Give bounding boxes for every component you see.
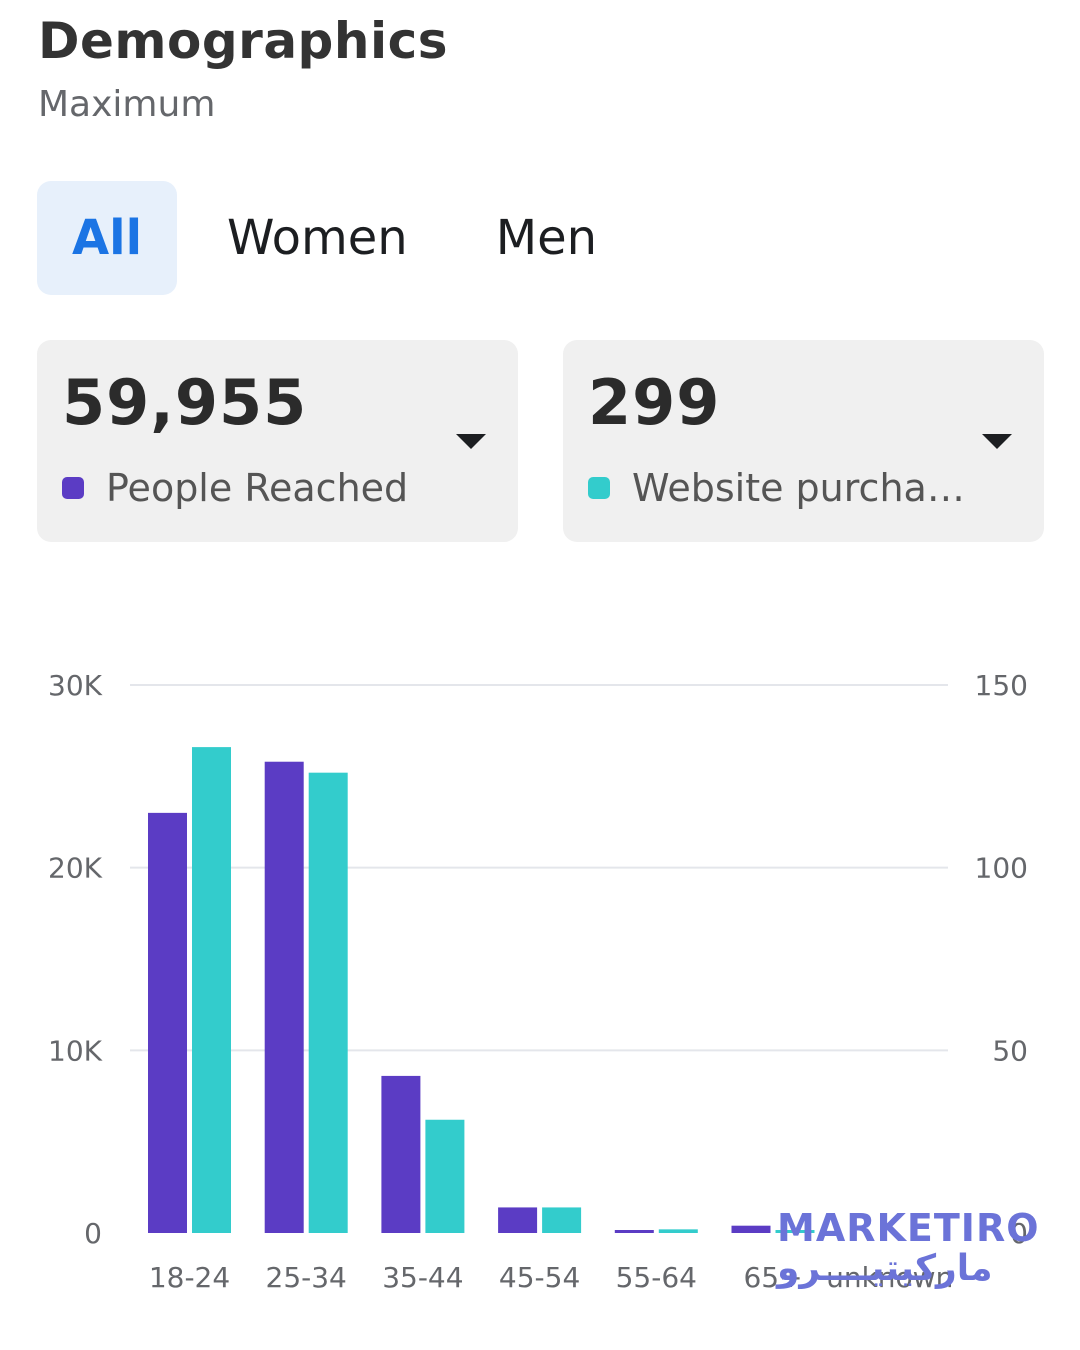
y-right-tick-label: 50 bbox=[992, 1034, 1028, 1067]
legend-swatch bbox=[62, 477, 84, 499]
bar-website-purchases bbox=[775, 1230, 815, 1233]
metric-value: 59,955 bbox=[62, 366, 308, 439]
x-tick-label: unknown bbox=[826, 1261, 953, 1294]
y-right-tick-label: 0 bbox=[1010, 1217, 1028, 1250]
x-tick-label: 45-54 bbox=[499, 1261, 580, 1294]
date-range-label[interactable]: Maximum bbox=[38, 84, 216, 125]
tab-women[interactable]: Women bbox=[227, 210, 408, 266]
page-title: Demographics bbox=[38, 12, 448, 70]
bar-people-reached bbox=[264, 761, 304, 1233]
x-tick-label: 65+ bbox=[743, 1261, 802, 1294]
x-tick-label: 35-44 bbox=[382, 1261, 463, 1294]
metric-card-people-reached[interactable]: 59,955 People Reached bbox=[37, 340, 518, 542]
metric-label: People Reached bbox=[106, 466, 409, 510]
bar-people-reached bbox=[148, 812, 187, 1233]
x-tick-label: 25-34 bbox=[266, 1261, 347, 1294]
y-left-tick-label: 20K bbox=[48, 852, 103, 885]
metric-legend: Website purcha… bbox=[588, 466, 965, 510]
y-left-tick-label: 30K bbox=[48, 669, 103, 702]
bar-website-purchases bbox=[192, 747, 231, 1233]
chevron-down-icon[interactable] bbox=[982, 434, 1012, 449]
bar-people-reached bbox=[381, 1075, 421, 1233]
metric-legend: People Reached bbox=[62, 466, 408, 510]
x-tick-label: 18-24 bbox=[149, 1261, 230, 1294]
metric-value: 299 bbox=[588, 366, 721, 439]
watermark-arabic: ماركيتيــــرو bbox=[777, 1248, 993, 1289]
tab-men[interactable]: Men bbox=[495, 210, 598, 266]
y-right-tick-label: 150 bbox=[975, 669, 1028, 702]
age-bar-chart: 0 0 10K 50 20K 100 30K 150 18-24 25-34 35-44 45-54 5… bbox=[48, 669, 1028, 1294]
bar-people-reached bbox=[614, 1230, 654, 1233]
tab-all[interactable]: All bbox=[37, 181, 177, 295]
metric-label: Website purcha… bbox=[632, 466, 965, 510]
bar-website-purchases bbox=[542, 1207, 582, 1233]
bar-people-reached bbox=[731, 1225, 771, 1233]
metric-card-website-purchases[interactable]: 299 Website purcha… bbox=[563, 340, 1044, 542]
x-tick-label: 55-64 bbox=[616, 1261, 697, 1294]
bar-people-reached bbox=[498, 1207, 538, 1233]
y-right-tick-label: 100 bbox=[975, 852, 1028, 885]
legend-swatch bbox=[588, 477, 610, 499]
watermark-latin: MARKETIRO bbox=[777, 1206, 1040, 1250]
y-left-tick-label: 0 bbox=[84, 1217, 102, 1250]
bar-website-purchases bbox=[425, 1119, 465, 1233]
bar-website-purchases bbox=[658, 1229, 698, 1233]
bar-website-purchases bbox=[308, 772, 348, 1233]
gender-tabs: All Women Men bbox=[37, 181, 597, 295]
watermark-logo: MARKETIRO ماركيتيــــرو bbox=[777, 1208, 1040, 1290]
chevron-down-icon[interactable] bbox=[456, 434, 486, 449]
y-left-tick-label: 10K bbox=[48, 1034, 103, 1067]
